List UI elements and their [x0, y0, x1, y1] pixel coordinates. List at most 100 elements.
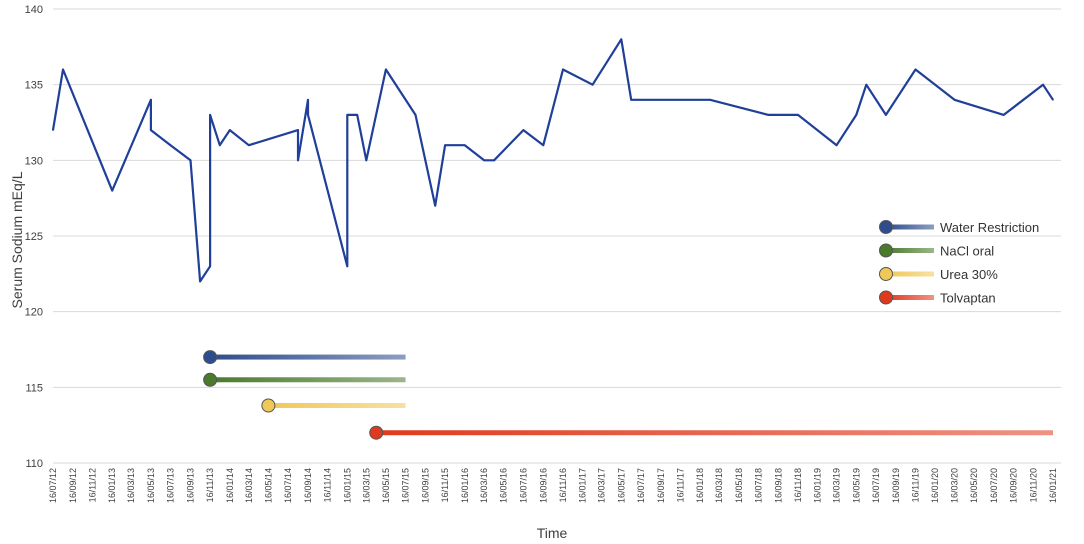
series-point: [365, 159, 368, 162]
x-tick-label: 16/09/14: [303, 468, 313, 503]
series-point: [307, 114, 309, 116]
x-tick-label: 16/01/16: [460, 468, 470, 503]
series-point: [52, 129, 54, 131]
series-point: [444, 144, 446, 146]
x-axis-title: Time: [537, 525, 568, 541]
treatment-bar: [268, 402, 406, 408]
x-axis-ticks: 16/07/12 16/09/12 16/11/12 16/01/13 16/03/13…: [48, 468, 1058, 503]
y-tick-label: 110: [25, 458, 43, 470]
x-tick-label: 16/11/15: [440, 468, 450, 502]
series-point: [1002, 114, 1005, 116]
legend-swatch-line: [886, 271, 934, 277]
series-point: [1052, 99, 1054, 101]
series-line: [51, 38, 1054, 283]
x-tick-label: 16/03/17: [597, 468, 607, 503]
x-tick-label: 16/07/15: [401, 468, 411, 503]
series-point: [228, 129, 231, 131]
x-tick-label: 16/03/20: [949, 468, 959, 503]
x-tick-label: 16/09/20: [1009, 468, 1019, 503]
treatment-bar: [376, 430, 1053, 436]
series-point: [434, 204, 436, 207]
x-tick-label: 16/09/12: [68, 468, 78, 503]
series-point: [150, 99, 152, 101]
x-tick-label: 16/03/18: [714, 468, 724, 503]
series-point: [767, 114, 770, 116]
x-tick-label: 16/11/20: [1028, 468, 1038, 502]
x-tick-label: 16/05/14: [263, 468, 273, 503]
x-tick-label: 16/07/14: [283, 468, 293, 503]
series-point: [218, 144, 221, 146]
x-tick-label: 16/03/14: [244, 468, 254, 503]
legend-swatch-line: [886, 295, 934, 300]
x-tick-label: 16/11/13: [205, 468, 215, 502]
x-tick-label: 16/05/16: [499, 468, 509, 503]
series-point: [62, 68, 64, 71]
x-tick-label: 16/05/15: [381, 468, 391, 503]
x-tick-label: 16/07/17: [636, 468, 646, 503]
legend-swatch-marker: [879, 220, 893, 234]
series-point: [953, 99, 956, 101]
x-tick-label: 16/11/17: [675, 468, 685, 502]
legend-swatch-marker: [879, 267, 893, 281]
legend-label: Tolvaptan: [940, 291, 996, 306]
treatment-bar-start-marker: [203, 350, 218, 365]
x-tick-label: 16/03/13: [126, 468, 136, 503]
series-point: [356, 114, 359, 116]
series-point: [591, 83, 594, 86]
treatment-bar: [210, 354, 406, 360]
x-tick-label: 16/01/20: [930, 468, 940, 503]
treatment-bar-start-marker: [369, 425, 384, 440]
y-axis-title: Serum Sodium mEq/L: [9, 171, 25, 308]
y-tick-label: 140: [25, 4, 43, 16]
x-tick-label: 16/07/20: [989, 468, 999, 503]
y-tick-label: 115: [25, 382, 43, 394]
gridlines: [53, 8, 1061, 464]
series-point: [493, 159, 495, 162]
series-point: [209, 265, 211, 268]
sodium-series: [51, 38, 1054, 283]
x-tick-label: 16/01/14: [225, 468, 235, 503]
legend-label: NaCl oral: [940, 244, 994, 259]
x-tick-label: 16/09/16: [538, 468, 548, 503]
series-point: [247, 144, 250, 146]
x-tick-label: 16/03/16: [479, 468, 489, 503]
x-tick-label: 16/05/17: [616, 468, 626, 503]
legend-swatch-marker: [879, 243, 893, 258]
legend-swatch-line: [886, 248, 934, 253]
series-point: [346, 114, 349, 116]
y-axis-ticks: 110 115 120 125 130 135 140: [25, 4, 43, 470]
legend-label: Water Restriction: [940, 220, 1039, 235]
x-tick-label: 16/11/18: [793, 468, 803, 502]
x-tick-label: 16/05/20: [969, 468, 979, 503]
legend: Water Restriction NaCl oral Urea 30% Tolvap…: [879, 220, 1039, 306]
y-tick-label: 125: [25, 231, 43, 243]
series-point: [346, 265, 349, 268]
series-point: [835, 144, 838, 146]
legend-swatch-line: [886, 224, 934, 230]
x-tick-label: 16/07/18: [753, 468, 763, 503]
legend-label: Urea 30%: [940, 267, 998, 282]
series-point: [463, 144, 466, 146]
x-tick-label: 16/11/14: [323, 468, 333, 502]
series-point: [865, 83, 868, 86]
series-point: [189, 159, 192, 162]
x-tick-label: 16/07/13: [166, 468, 176, 503]
y-tick-label: 130: [25, 155, 43, 167]
legend-swatch-marker: [879, 290, 893, 305]
x-tick-label: 16/01/21: [1048, 468, 1058, 503]
x-tick-label: 16/09/15: [421, 468, 431, 503]
x-tick-label: 16/05/19: [851, 468, 861, 503]
x-tick-label: 16/07/19: [871, 468, 881, 503]
x-tick-label: 16/07/12: [48, 468, 58, 503]
series-point: [630, 99, 633, 101]
series-point: [885, 114, 887, 116]
series-point: [297, 159, 299, 162]
series-point: [307, 99, 309, 101]
series-point: [855, 114, 858, 116]
series-point: [542, 144, 545, 146]
x-tick-label: 16/11/12: [88, 468, 98, 502]
series-point: [209, 114, 211, 116]
y-tick-label: 120: [25, 307, 43, 319]
series-point: [914, 68, 917, 71]
